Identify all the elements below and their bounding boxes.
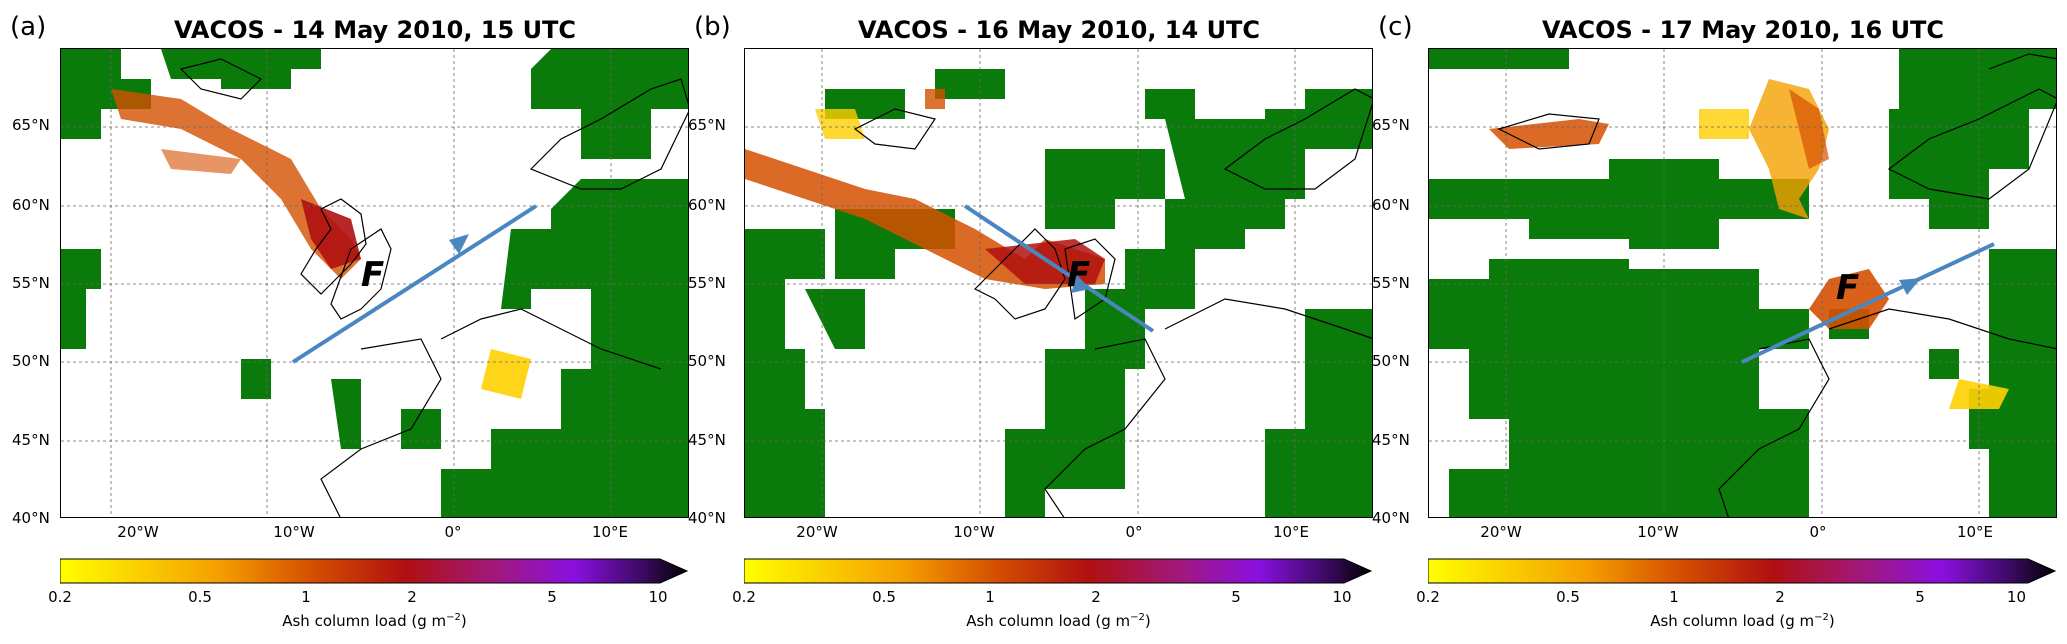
- map-area[interactable]: F: [1428, 48, 2057, 518]
- panel-letter: (c): [1378, 12, 1413, 42]
- marker-f: F: [361, 255, 384, 295]
- lon-label: 20°W: [1480, 523, 1522, 541]
- ash-plume: [1489, 79, 2009, 409]
- colorbar-tick: 2: [1775, 588, 1785, 606]
- lon-label: 10°E: [591, 523, 629, 541]
- lat-label: 40°N: [12, 509, 50, 527]
- coastline: [1497, 53, 2056, 517]
- colorbar: [1428, 558, 2057, 584]
- colorbar-tick: 2: [1091, 588, 1101, 606]
- lon-label: 0°: [444, 523, 462, 541]
- lat-label: 50°N: [1372, 352, 1410, 370]
- graticule: [1429, 49, 2056, 517]
- ash-plume: [111, 89, 531, 399]
- colorbar-tick: 5: [1231, 588, 1241, 606]
- lat-label: 50°N: [688, 352, 726, 370]
- panel-title: VACOS - 16 May 2010, 14 UTC: [857, 16, 1261, 44]
- lat-label: 55°N: [1372, 274, 1410, 292]
- lat-label: 65°N: [688, 116, 726, 134]
- panel-b: (b) VACOS - 16 May 2010, 14 UTC: [684, 0, 1374, 644]
- colorbar-tick: 0.5: [1556, 588, 1580, 606]
- colorbar: [60, 558, 689, 584]
- map-svg: F: [745, 49, 1372, 517]
- marker-f: F: [1067, 255, 1090, 295]
- graticule: [745, 49, 1372, 517]
- colorbar-tick: 0.2: [1416, 588, 1440, 606]
- lat-label: 60°N: [1372, 196, 1410, 214]
- lat-label: 40°N: [1372, 509, 1410, 527]
- map-area[interactable]: F: [60, 48, 689, 518]
- lat-label: 60°N: [12, 196, 50, 214]
- lat-label: 55°N: [12, 274, 50, 292]
- colorbar-tick: 0.2: [732, 588, 756, 606]
- transect-arrow: [291, 204, 538, 364]
- panel-letter: (a): [10, 12, 47, 42]
- colorbar-tick: 1: [1669, 588, 1679, 606]
- marker-f: F: [1836, 268, 1859, 308]
- lon-label: 10°W: [1637, 523, 1679, 541]
- colorbar-tick: 2: [407, 588, 417, 606]
- lon-label: 0°: [1125, 523, 1143, 541]
- transect-arrow: [963, 204, 1155, 333]
- lon-label: 10°E: [1956, 523, 1994, 541]
- panel-a: (a) VACOS - 14 May 2010, 15 UTC: [0, 0, 690, 644]
- lon-label: 10°E: [1272, 523, 1310, 541]
- lon-label: 0°: [1809, 523, 1827, 541]
- lat-label: 45°N: [12, 431, 50, 449]
- lat-label: 65°N: [1372, 116, 1410, 134]
- cloud-mask: [1429, 49, 2056, 517]
- colorbar-tick: 10: [2006, 588, 2026, 606]
- colorbar-label: Ash column load (g m−2): [1650, 612, 1835, 630]
- coastline: [179, 58, 688, 517]
- map-svg: F: [1429, 49, 2056, 517]
- lat-label: 65°N: [12, 116, 50, 134]
- lon-label: 20°W: [796, 523, 838, 541]
- colorbar-label: Ash column load (g m−2): [966, 612, 1151, 630]
- colorbar-tick: 10: [1332, 588, 1352, 606]
- coastline: [853, 88, 1372, 517]
- lat-label: 40°N: [688, 509, 726, 527]
- map-area[interactable]: F: [744, 48, 1373, 518]
- colorbar-tick: 10: [648, 588, 668, 606]
- colorbar-tick: 0.5: [188, 588, 212, 606]
- colorbar-tick: 1: [301, 588, 311, 606]
- cloud-mask: [61, 49, 688, 517]
- map-svg: F: [61, 49, 688, 517]
- panel-title: VACOS - 14 May 2010, 15 UTC: [173, 16, 577, 44]
- panel-c: (c) VACOS - 17 May 2010, 16 UTC: [1368, 0, 2058, 644]
- lon-label: 10°W: [273, 523, 315, 541]
- lat-label: 50°N: [12, 352, 50, 370]
- colorbar: [744, 558, 1373, 584]
- colorbar-tick: 5: [1915, 588, 1925, 606]
- colorbar-tick: 0.2: [48, 588, 72, 606]
- transect-arrow: [1741, 242, 1995, 364]
- colorbar-tick: 5: [547, 588, 557, 606]
- lon-label: 20°W: [117, 523, 159, 541]
- colorbar-label: Ash column load (g m−2): [282, 612, 467, 630]
- lat-label: 45°N: [688, 431, 726, 449]
- lat-label: 55°N: [688, 274, 726, 292]
- lat-label: 45°N: [1372, 431, 1410, 449]
- colorbar-tick: 0.5: [872, 588, 896, 606]
- lon-label: 10°W: [953, 523, 995, 541]
- cloud-mask: [745, 69, 1372, 517]
- panel-title: VACOS - 17 May 2010, 16 UTC: [1541, 16, 1945, 44]
- colorbar-tick: 1: [985, 588, 995, 606]
- panel-letter: (b): [694, 12, 731, 42]
- lat-label: 60°N: [688, 196, 726, 214]
